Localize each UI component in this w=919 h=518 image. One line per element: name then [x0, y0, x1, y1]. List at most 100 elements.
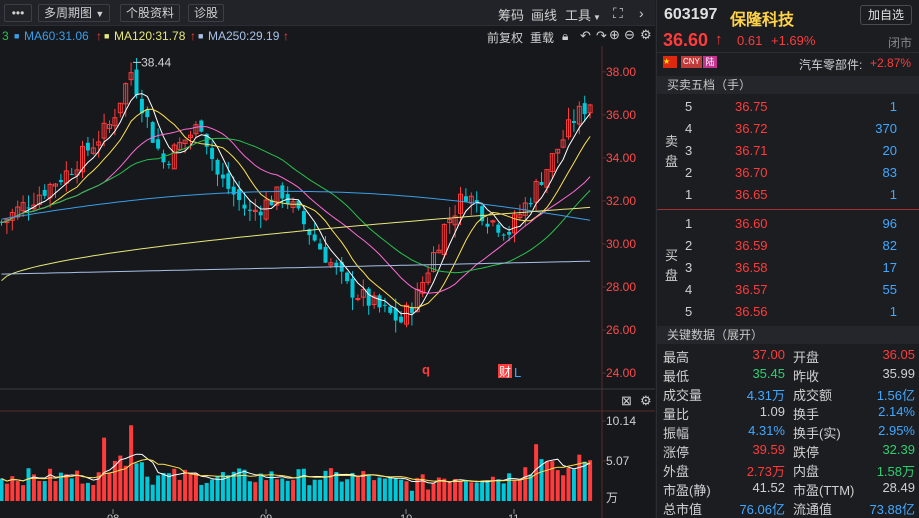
buy-row[interactable]: 5 36.56 1: [657, 303, 919, 321]
keydata-row: 总市值 76.06亿 流通值 73.88亿: [657, 498, 919, 517]
sell-row[interactable]: 4 36.72 370: [657, 120, 919, 138]
candle-body: [85, 142, 90, 151]
keydata-label: 量比: [663, 407, 690, 422]
chevron-right-icon[interactable]: ›: [639, 5, 644, 21]
candle-body: [323, 246, 328, 263]
volume-bar: [193, 472, 198, 501]
volume-bar: [102, 437, 107, 501]
candle-body: [517, 214, 523, 219]
candle-body: [177, 142, 183, 151]
keydata-label: 内盘: [793, 464, 820, 479]
y-tick-label: 30.00: [606, 237, 636, 251]
ma60-arrow: ↑: [96, 29, 102, 43]
keydata-header[interactable]: 关键数据（展开）: [657, 326, 919, 344]
buy-row[interactable]: 1 36.60 96: [657, 215, 919, 233]
buy-row[interactable]: 4 36.57 55: [657, 281, 919, 299]
kline-chart-area[interactable]: ••• 多周期图 ▼ 个股资料 诊股 筹码 画线 工具 ▼ ⛶ › 3 ■ MA6…: [0, 0, 655, 518]
candle-body: [58, 179, 63, 183]
volume-bar: [285, 480, 290, 501]
candle-body: [112, 117, 118, 127]
zoom-in-icon[interactable]: ⊕: [609, 27, 620, 42]
expand-icon[interactable]: ⛶: [613, 5, 623, 21]
sector-label[interactable]: 汽车零部件:: [799, 58, 863, 72]
undo-icon[interactable]: ↶: [580, 28, 591, 43]
candle-body: [156, 139, 161, 149]
overlay-button[interactable]: 重载: [530, 31, 555, 45]
tools-menu-button[interactable]: 工具 ▼: [565, 5, 601, 24]
candle-body: [555, 148, 561, 154]
zoom-out-icon[interactable]: ⊖: [624, 27, 635, 42]
candle-body: [420, 282, 426, 294]
volume-bar: [323, 470, 328, 501]
volume-unit-label: 万: [606, 491, 618, 505]
volume-bar: [69, 478, 74, 501]
volume-bar: [307, 485, 312, 501]
x-tick-label: 08: [107, 513, 119, 518]
level: 3: [685, 143, 693, 158]
keydata-label: 市盈(TTM): [793, 483, 855, 498]
volume-bar: [318, 479, 323, 501]
price: 36.57: [735, 282, 768, 297]
tools-label: 工具: [565, 8, 592, 23]
period-label: 多周期图: [44, 6, 93, 20]
sell-row[interactable]: 1 36.65 1: [657, 186, 919, 204]
cny-tag: CNY: [681, 56, 702, 68]
candle-body: [496, 224, 501, 233]
ma120-line: [1, 206, 591, 281]
ma60-value: MA60:31.06: [24, 29, 89, 43]
candle-body: [441, 223, 447, 256]
candle-body: [458, 193, 463, 214]
volume-bar: [523, 467, 528, 501]
close-pane-icon: ⊠: [621, 393, 632, 408]
candle-body: [247, 209, 252, 211]
volume-bar: [26, 468, 31, 501]
lock-icon[interactable]: 🔒︎: [562, 29, 569, 43]
adjust-button[interactable]: 前复权: [487, 31, 524, 45]
buy-row[interactable]: 3 36.58 17: [657, 259, 919, 277]
caret-down-icon: ▼: [95, 9, 105, 19]
sell-row[interactable]: 2 36.70 83: [657, 164, 919, 182]
ma120-arrow: ↑: [190, 29, 196, 43]
volume-bar: [172, 468, 177, 501]
more-dots-icon[interactable]: •••: [4, 4, 32, 22]
candle-body: [501, 234, 506, 236]
volume: 83: [882, 165, 897, 180]
sell-row[interactable]: 3 36.71 20: [657, 142, 919, 160]
redo-icon[interactable]: ↷: [596, 28, 607, 43]
volume-bar: [458, 480, 463, 501]
candle-body: [145, 109, 150, 118]
orderbook-header[interactable]: 买卖五档（手）: [657, 76, 919, 94]
ma10-line: [1, 108, 591, 309]
candle-body: [393, 308, 398, 321]
volume-bar: [10, 476, 15, 501]
volume-bar: [118, 455, 123, 501]
candle-body: [128, 72, 134, 81]
candle-body: [258, 211, 263, 216]
candle-body: [107, 124, 112, 129]
keydata-label: 最低: [663, 369, 690, 384]
y-tick-label: 32.00: [606, 194, 636, 208]
report-marker-bg: [498, 364, 512, 378]
volume-bar: [80, 483, 85, 501]
diagnose-button[interactable]: 诊股: [188, 4, 225, 22]
volume-bar: [177, 479, 182, 501]
add-watchlist-button[interactable]: 加自选: [860, 5, 912, 25]
settings-gear-icon[interactable]: ⚙: [640, 27, 652, 42]
stock-info-button[interactable]: 个股资料: [120, 4, 181, 22]
price: 36.72: [735, 121, 768, 136]
period-selector-button[interactable]: 多周期图 ▼: [38, 4, 111, 22]
price: 36.71: [735, 143, 768, 158]
candle-body: [242, 204, 247, 209]
volume-bar: [85, 482, 90, 501]
candle-body: [318, 243, 323, 250]
buy-row[interactable]: 2 36.59 82: [657, 237, 919, 255]
chips-button[interactable]: 筹码: [498, 8, 525, 23]
stock-name: 保隆科技: [730, 12, 795, 29]
sell-row[interactable]: 5 36.75 1: [657, 98, 919, 116]
ma250-arrow: ↑: [283, 29, 289, 43]
candle-body: [220, 174, 225, 179]
volume-bar: [199, 484, 204, 501]
keydata-value: 39.59: [752, 442, 785, 457]
volume-bar: [75, 470, 80, 501]
draw-line-button[interactable]: 画线: [531, 8, 558, 23]
